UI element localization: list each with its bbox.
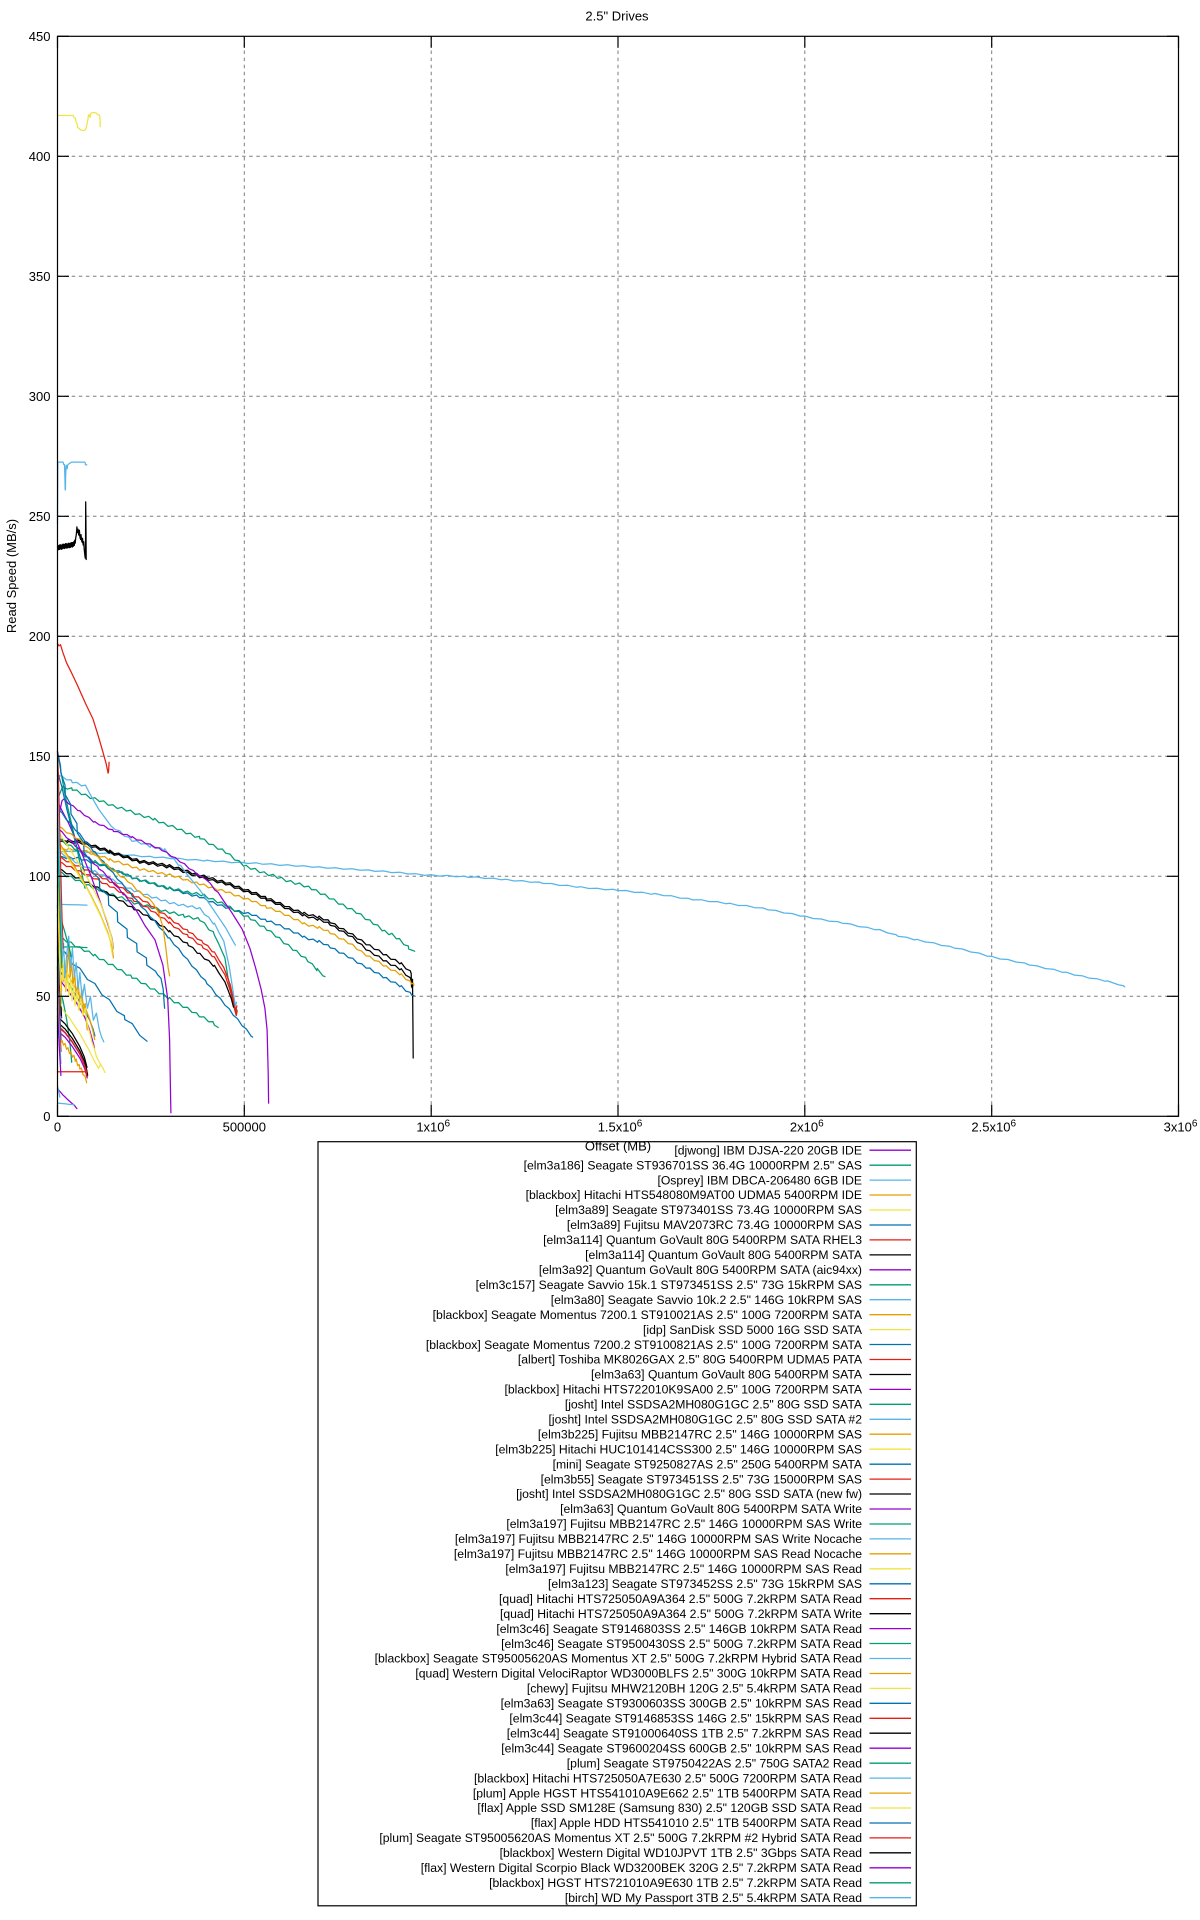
svg-text:[Osprey] IBM DBCA-206480 6GB I: [Osprey] IBM DBCA-206480 6GB IDE [657,1173,862,1187]
svg-text:1x106: 1x106 [416,1119,450,1135]
svg-text:[elm3a186] Seagate ST936701SS: [elm3a186] Seagate ST936701SS 36.4G 1000… [524,1158,862,1172]
svg-text:[quad] Hitachi HTS725050A9A364: [quad] Hitachi HTS725050A9A364 2.5" 500G… [499,1592,862,1606]
svg-text:[albert] Toshiba MK8026GAX 2.5: [albert] Toshiba MK8026GAX 2.5" 80G 5400… [518,1353,863,1367]
svg-text:250: 250 [29,509,51,524]
svg-text:[blackbox] Seagate Momentus 72: [blackbox] Seagate Momentus 7200.2 ST910… [426,1338,863,1352]
svg-text:[elm3b55] Seagate ST973451SS 2: [elm3b55] Seagate ST973451SS 2.5" 73G 15… [541,1472,862,1486]
svg-text:[quad] Western Digital VelociR: [quad] Western Digital VelociRaptor WD30… [415,1667,862,1681]
svg-text:500000: 500000 [223,1120,266,1135]
svg-text:[birch] WD My Passport 3TB 2.5: [birch] WD My Passport 3TB 2.5" 5.4kRPM … [565,1891,862,1905]
svg-text:[elm3a89] Seagate ST973401SS 7: [elm3a89] Seagate ST973401SS 73.4G 10000… [555,1203,862,1217]
svg-text:[elm3a197] Fujitsu MBB2147RC 2: [elm3a197] Fujitsu MBB2147RC 2.5" 146G 1… [455,1532,862,1546]
svg-text:100: 100 [29,869,51,884]
svg-text:1.5x106: 1.5x106 [598,1119,643,1135]
svg-text:300: 300 [29,389,51,404]
svg-text:150: 150 [29,749,51,764]
svg-text:2.5x106: 2.5x106 [971,1119,1016,1135]
svg-text:[elm3c44] Seagate ST9600204SS: [elm3c44] Seagate ST9600204SS 600GB 2.5"… [501,1741,862,1755]
svg-text:[elm3a114] Quantum GoVault 80G: [elm3a114] Quantum GoVault 80G 5400RPM S… [543,1233,862,1247]
svg-text:Read Speed (MB/s): Read Speed (MB/s) [4,519,19,633]
svg-text:[elm3c157] Seagate Savvio 15k.: [elm3c157] Seagate Savvio 15k.1 ST973451… [476,1278,862,1292]
svg-text:[blackbox] Western Digital WD1: [blackbox] Western Digital WD10JPVT 1TB … [500,1846,862,1860]
svg-text:[flax] Western Digital Scorpio: [flax] Western Digital Scorpio Black WD3… [421,1861,862,1875]
svg-text:[elm3a123] Seagate ST973452SS: [elm3a123] Seagate ST973452SS 2.5" 73G 1… [548,1577,862,1591]
svg-text:[chewy] Fujitsu MHW2120BH 120G: [chewy] Fujitsu MHW2120BH 120G 2.5" 5.4k… [527,1682,862,1696]
svg-text:[blackbox] Seagate ST95005620A: [blackbox] Seagate ST95005620AS Momentus… [375,1652,862,1666]
svg-text:2x106: 2x106 [790,1119,824,1135]
svg-text:[josht] Intel SSDSA2MH080G1GC: [josht] Intel SSDSA2MH080G1GC 2.5" 80G S… [549,1413,863,1427]
svg-text:[elm3a80] Seagate Savvio 10k.2: [elm3a80] Seagate Savvio 10k.2 2.5" 146G… [551,1293,862,1307]
svg-text:[quad] Hitachi HTS725050A9A364: [quad] Hitachi HTS725050A9A364 2.5" 500G… [500,1607,862,1621]
svg-text:[blackbox] Hitachi HTS725050A7: [blackbox] Hitachi HTS725050A7E630 2.5" … [474,1771,862,1785]
svg-text:[elm3b225] Hitachi HUC101414CS: [elm3b225] Hitachi HUC101414CSS300 2.5" … [495,1442,862,1456]
svg-text:[djwong] IBM DJSA-220 20GB IDE: [djwong] IBM DJSA-220 20GB IDE [674,1143,862,1157]
svg-text:[elm3a197] Fujitsu MBB2147RC 2: [elm3a197] Fujitsu MBB2147RC 2.5" 146G 1… [454,1547,862,1561]
svg-text:[elm3a63] Quantum GoVault 80G: [elm3a63] Quantum GoVault 80G 5400RPM SA… [560,1502,862,1516]
svg-text:[elm3c44] Seagate ST91000640SS: [elm3c44] Seagate ST91000640SS 1TB 2.5" … [507,1727,862,1741]
svg-text:[blackbox] HGST HTS721010A9E63: [blackbox] HGST HTS721010A9E630 1TB 2.5"… [489,1876,862,1890]
svg-text:[elm3a114] Quantum GoVault 80G: [elm3a114] Quantum GoVault 80G 5400RPM S… [585,1248,863,1262]
svg-text:[blackbox] Hitachi HTS722010K9: [blackbox] Hitachi HTS722010K9SA00 2.5" … [504,1383,862,1397]
svg-text:[plum] Seagate ST9750422AS 2.5: [plum] Seagate ST9750422AS 2.5" 750G SAT… [567,1756,862,1770]
svg-text:[blackbox] Seagate Momentus 72: [blackbox] Seagate Momentus 7200.1 ST910… [433,1308,863,1322]
svg-text:350: 350 [29,269,51,284]
svg-text:[mini] Seagate ST9250827AS 2.5: [mini] Seagate ST9250827AS 2.5" 250G 540… [553,1457,863,1471]
svg-text:[elm3a197] Fujitsu MBB2147RC 2: [elm3a197] Fujitsu MBB2147RC 2.5" 146G 1… [505,1562,862,1576]
svg-text:[elm3a92] Quantum GoVault 80G: [elm3a92] Quantum GoVault 80G 5400RPM SA… [539,1263,862,1277]
svg-text:[blackbox] Hitachi HTS548080M9: [blackbox] Hitachi HTS548080M9AT00 UDMA5… [526,1188,862,1202]
svg-text:[elm3b225] Fujitsu MBB2147RC 2: [elm3b225] Fujitsu MBB2147RC 2.5" 146G 1… [538,1428,862,1442]
svg-text:[elm3c46] Seagate ST9146803SS: [elm3c46] Seagate ST9146803SS 2.5" 146GB… [496,1622,862,1636]
svg-text:[josht] Intel SSDSA2MH080G1GC: [josht] Intel SSDSA2MH080G1GC 2.5" 80G S… [565,1398,863,1412]
svg-text:[elm3a63] Quantum GoVault 80G: [elm3a63] Quantum GoVault 80G 5400RPM SA… [591,1368,863,1382]
svg-text:[idp] SanDisk SSD 5000 16G SSD: [idp] SanDisk SSD 5000 16G SSD SATA [643,1323,863,1337]
svg-text:[flax] Apple HDD HTS541010 2.5: [flax] Apple HDD HTS541010 2.5" 1TB 5400… [531,1816,862,1830]
svg-text:0: 0 [43,1109,50,1124]
svg-text:Offset (MB): Offset (MB) [585,1139,651,1154]
svg-text:0: 0 [54,1120,61,1135]
svg-text:3x106: 3x106 [1164,1119,1198,1135]
svg-text:200: 200 [29,629,51,644]
svg-text:[elm3c44] Seagate ST9146853SS: [elm3c44] Seagate ST9146853SS 146G 2.5" … [509,1712,862,1726]
svg-text:[plum] Seagate ST95005620AS Mo: [plum] Seagate ST95005620AS Momentus XT … [379,1831,862,1845]
svg-text:[elm3a63] Seagate ST9300603SS: [elm3a63] Seagate ST9300603SS 300GB 2.5"… [501,1697,862,1711]
svg-text:[elm3a197] Fujitsu MBB2147RC 2: [elm3a197] Fujitsu MBB2147RC 2.5" 146G 1… [506,1517,862,1531]
svg-text:400: 400 [29,149,51,164]
svg-text:50: 50 [36,989,50,1004]
svg-text:[elm3c46] Seagate ST9500430SS: [elm3c46] Seagate ST9500430SS 2.5" 500G … [501,1637,862,1651]
svg-text:[elm3a89] Fujitsu MAV2073RC 73: [elm3a89] Fujitsu MAV2073RC 73.4G 10000R… [567,1218,862,1232]
svg-text:450: 450 [29,29,51,44]
svg-text:[flax] Apple SSD SM128E (Samsu: [flax] Apple SSD SM128E (Samsung 830) 2.… [477,1801,862,1815]
svg-text:[plum] Apple HGST HTS541010A9E: [plum] Apple HGST HTS541010A9E662 2.5" 1… [473,1786,862,1800]
svg-text:[josht] Intel SSDSA2MH080G1GC: [josht] Intel SSDSA2MH080G1GC 2.5" 80G S… [516,1487,862,1501]
svg-text:2.5" Drives: 2.5" Drives [585,9,649,24]
